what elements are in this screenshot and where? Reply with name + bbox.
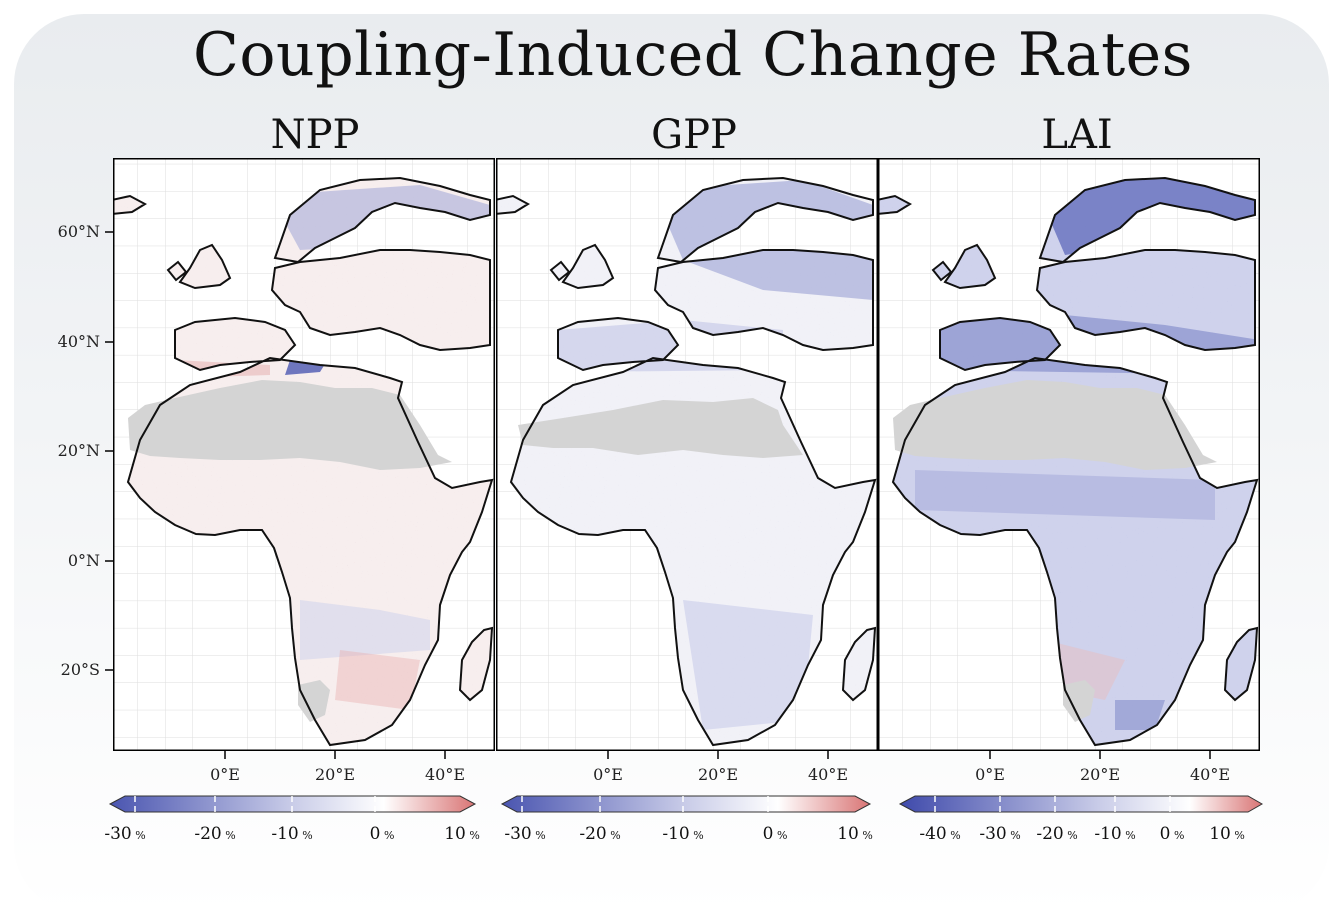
y-tick-label: 60°N [57, 222, 100, 241]
panel-title-gpp: GPP [651, 112, 737, 158]
x-tick-label: 20°E [697, 765, 739, 784]
x-axis-ticks [224, 751, 1211, 759]
y-tick-label: 20°S [60, 660, 100, 679]
y-axis-ticks [105, 231, 113, 671]
map-figure [105, 158, 1264, 813]
panel-title-lai: LAI [1041, 112, 1113, 158]
y-tick-label: 40°N [57, 332, 100, 351]
y-tick-label: 0°N [67, 551, 100, 570]
colorbar-gpp-label: 10 % [837, 824, 873, 844]
colorbar-lai [898, 795, 1264, 813]
colorbar-gpp-label: -30 % [504, 824, 546, 844]
x-tick-label: 20°E [314, 765, 356, 784]
x-tick-label: 20°E [1079, 765, 1121, 784]
panel-title-npp: NPP [270, 112, 360, 158]
map-panel-lai [878, 158, 1260, 751]
colorbar-gpp-label: -10 % [662, 824, 704, 844]
y-tick-label: 20°N [57, 441, 100, 460]
colorbar-lai-label: -40 % [919, 824, 961, 844]
map-panel-gpp [496, 158, 878, 751]
colorbar-npp-label: -30 % [104, 824, 146, 844]
colorbar-gpp-label: -20 % [579, 824, 621, 844]
figure-title: Coupling-Induced Change Rates [193, 20, 1193, 90]
x-tick-label: 0°E [210, 765, 240, 784]
colorbar-gpp [500, 795, 872, 813]
colorbar-lai-label: 0 % [1159, 824, 1185, 844]
x-tick-label: 40°E [1189, 765, 1231, 784]
colorbar-npp-label: -10 % [271, 824, 313, 844]
x-tick-label: 0°E [975, 765, 1005, 784]
x-tick-label: 40°E [807, 765, 849, 784]
colorbar-npp [108, 795, 477, 813]
colorbar-npp-label: -20 % [194, 824, 236, 844]
colorbar-lai-label: -10 % [1094, 824, 1136, 844]
colorbar-lai-label: -20 % [1036, 824, 1078, 844]
map-panel-npp [113, 158, 495, 751]
colorbar-npp-label: 0 % [369, 824, 395, 844]
x-tick-label: 40°E [424, 765, 466, 784]
x-tick-label: 0°E [593, 765, 623, 784]
colorbar-npp-label: 10 % [444, 824, 480, 844]
colorbar-lai-label: 10 % [1209, 824, 1245, 844]
colorbar-gpp-label: 0 % [762, 824, 788, 844]
colorbar-lai-label: -30 % [979, 824, 1021, 844]
